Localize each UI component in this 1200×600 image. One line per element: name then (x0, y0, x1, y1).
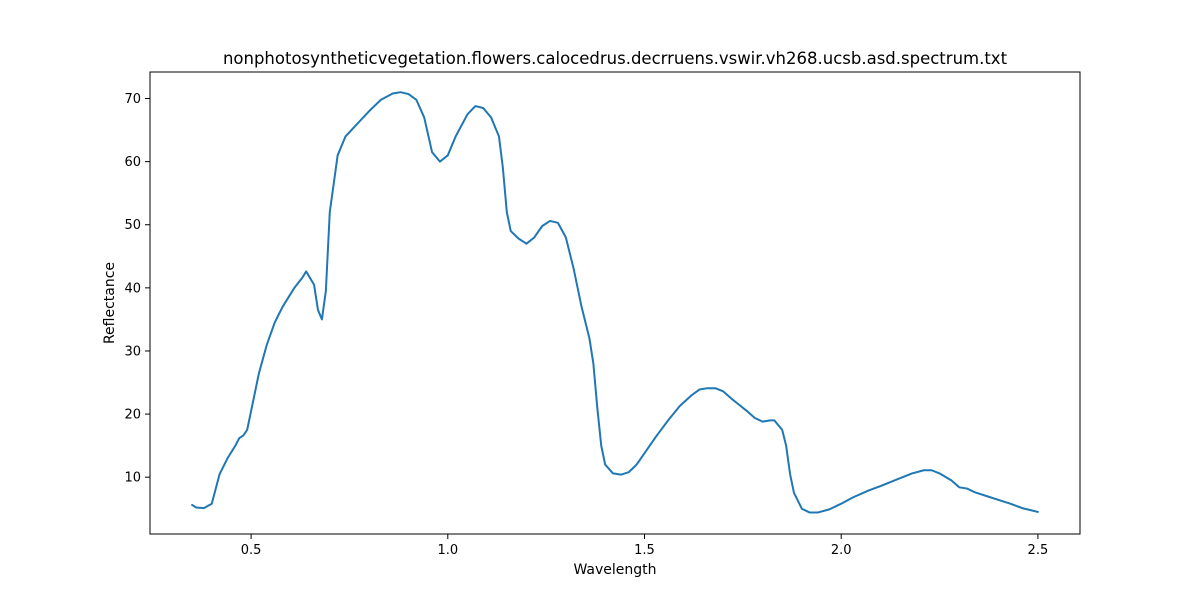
x-axis: 0.5 1.0 1.5 2.0 2.5 (241, 534, 1048, 558)
x-tick-label: 2.5 (1028, 543, 1049, 558)
y-tick-label: 60 (124, 155, 141, 170)
plot-frame (149, 71, 1081, 535)
x-tick-label: 2.0 (831, 543, 852, 558)
x-tick-label: 1.5 (634, 543, 655, 558)
y-tick-label: 70 (124, 92, 141, 107)
y-tick-label: 40 (124, 281, 141, 296)
y-tick-label: 50 (124, 218, 141, 233)
y-tick-label: 20 (124, 408, 141, 423)
y-axis-title: Reflectance (102, 262, 118, 344)
y-tick-label: 30 (124, 344, 141, 359)
x-axis-title: Wavelength (573, 562, 656, 578)
y-tick-label: 10 (124, 471, 141, 486)
x-tick-label: 1.0 (437, 543, 458, 558)
y-axis: 10 20 30 40 50 60 70 (124, 92, 150, 486)
x-tick-label: 0.5 (241, 543, 262, 558)
chart-title: nonphotosyntheticvegetation.flowers.calo… (223, 49, 1008, 68)
reflectance-series-line (191, 91, 1039, 514)
